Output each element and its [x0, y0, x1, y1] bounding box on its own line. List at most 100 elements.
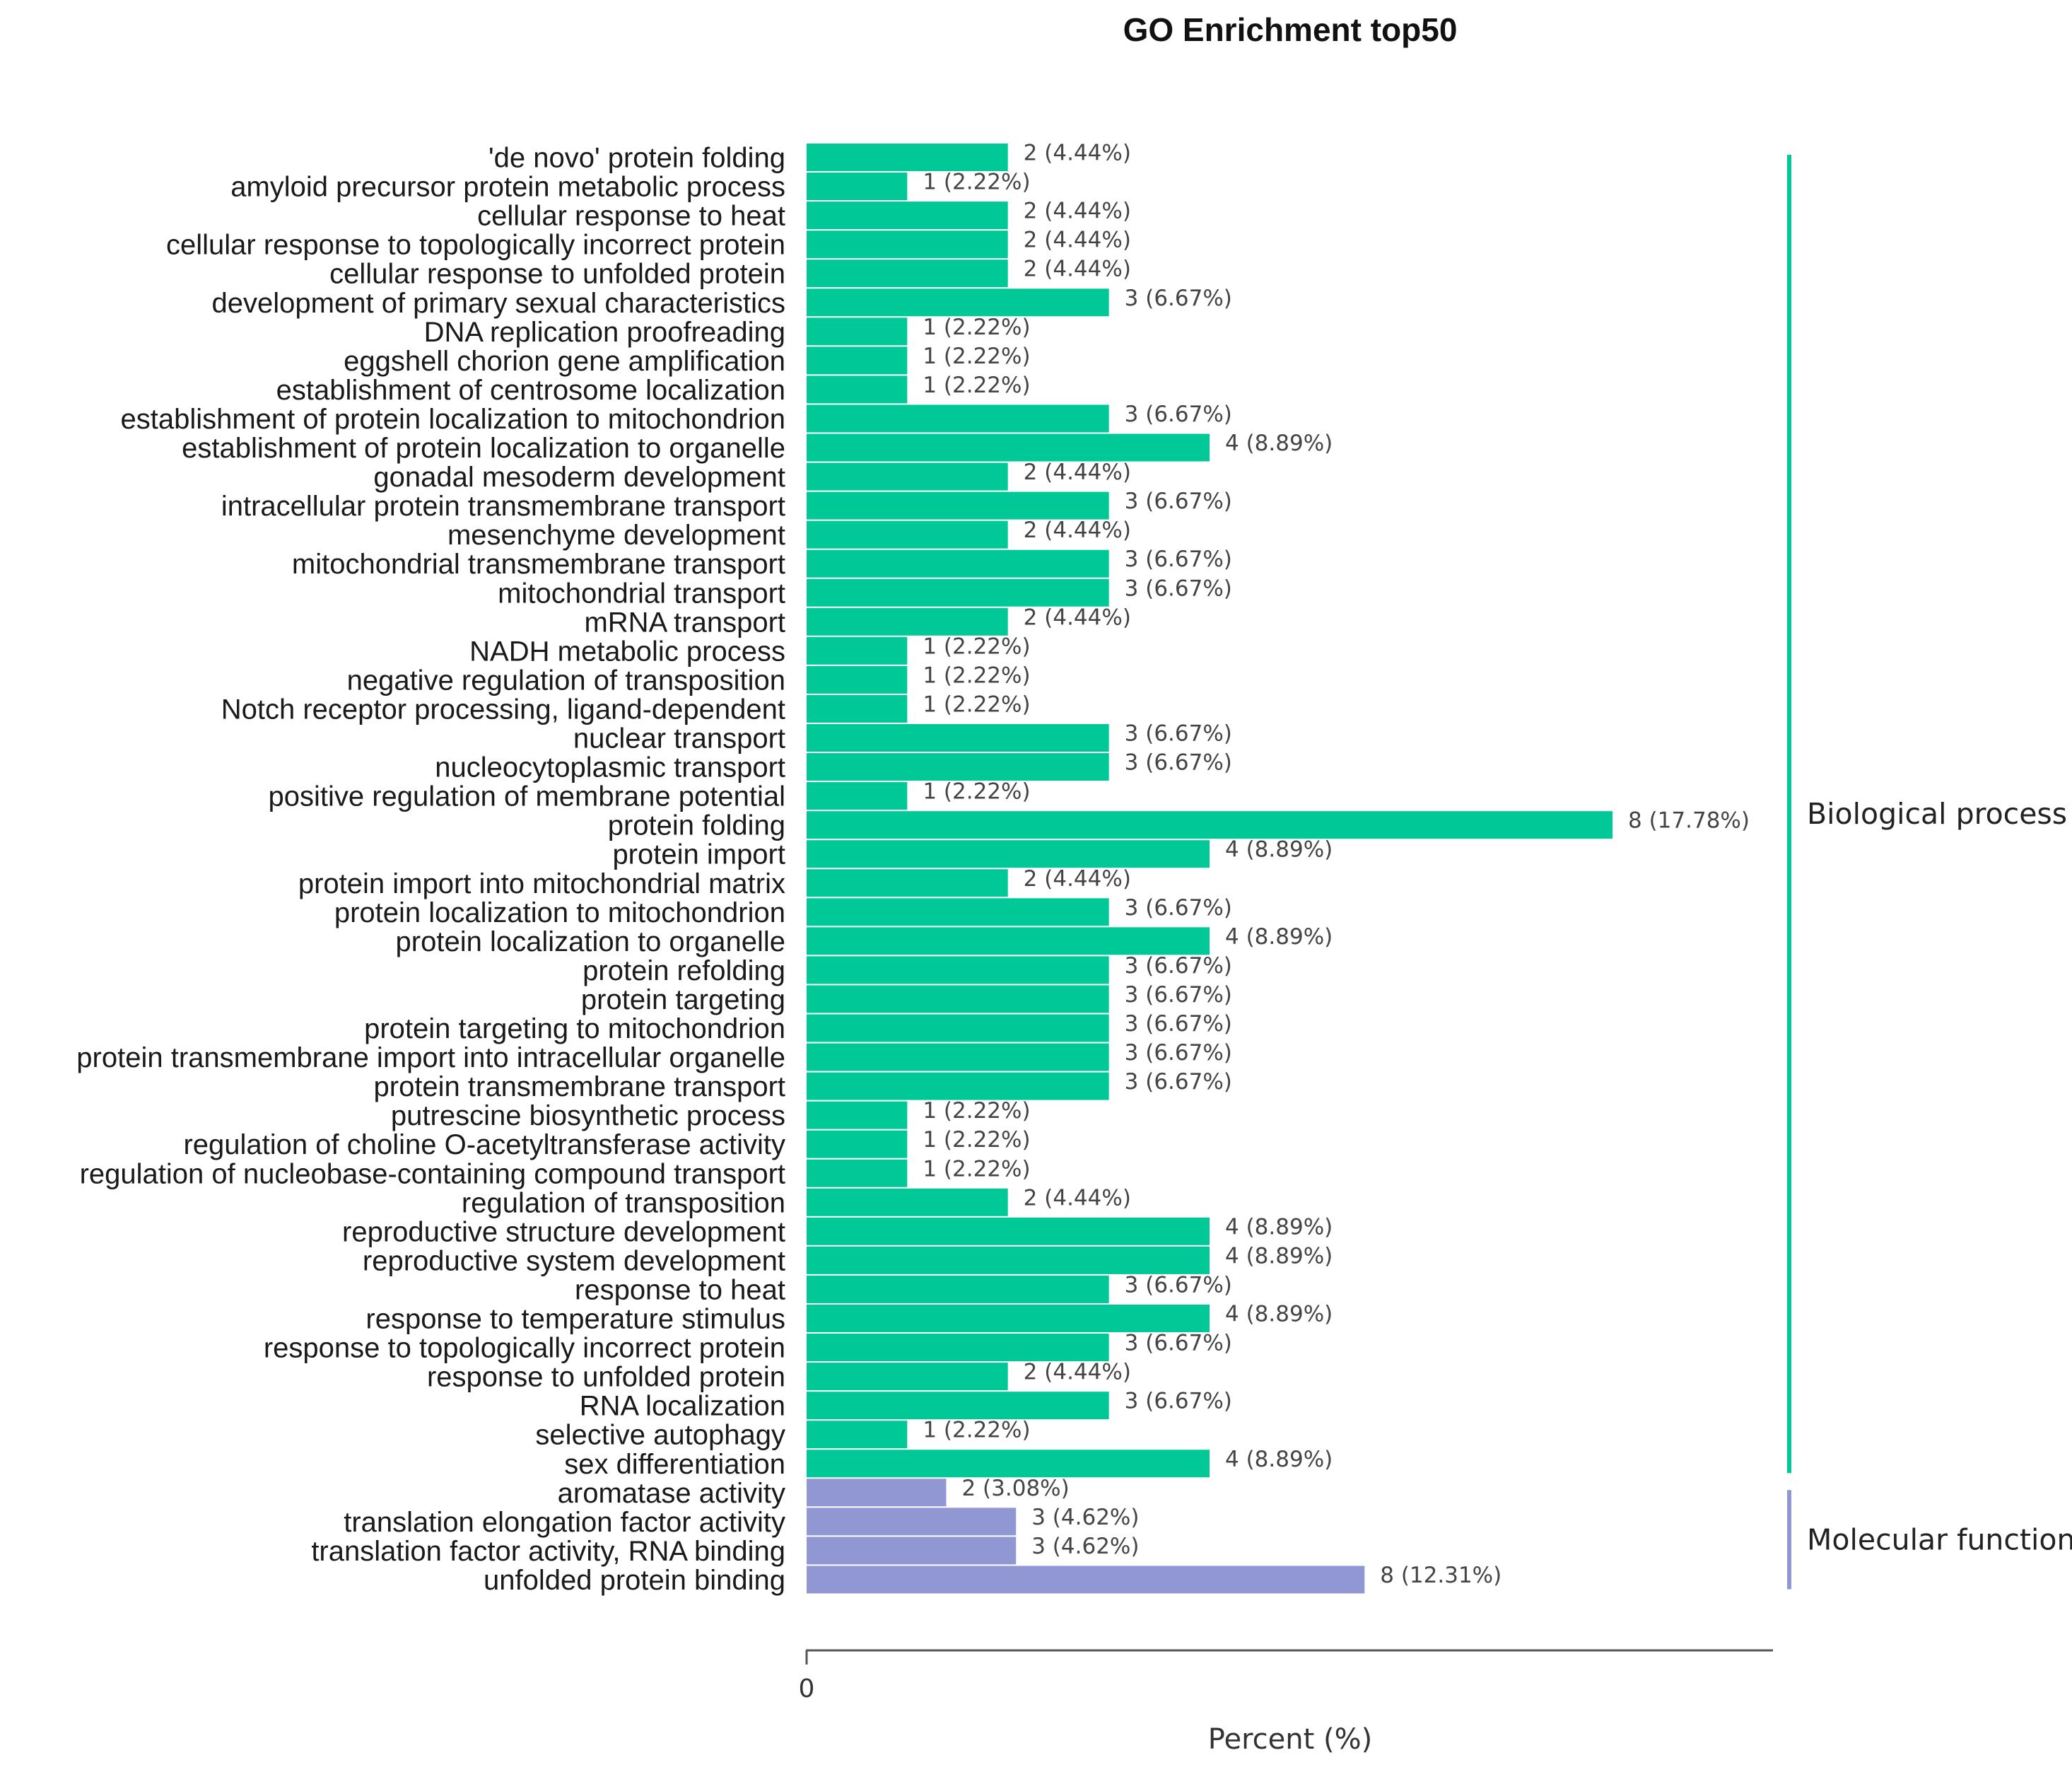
bar — [807, 1101, 908, 1129]
value-label: 1 (2.22%) — [923, 779, 1030, 805]
term-label: negative regulation of transposition — [347, 665, 785, 696]
bar — [807, 1130, 908, 1158]
term-label: protein transmembrane transport — [374, 1071, 786, 1102]
term-label: regulation of nucleobase-containing comp… — [80, 1158, 785, 1189]
bars-layer — [807, 144, 1612, 1594]
bar — [807, 1450, 1210, 1478]
term-label: mesenchyme development — [447, 520, 785, 551]
bar — [807, 462, 1008, 491]
bar — [807, 1043, 1109, 1071]
value-label: 3 (6.67%) — [1125, 953, 1232, 979]
bar — [807, 202, 1008, 230]
term-label: regulation of transposition — [462, 1187, 785, 1218]
term-label: response to temperature stimulus — [365, 1304, 785, 1335]
value-label: 3 (6.67%) — [1125, 895, 1232, 921]
term-label: aromatase activity — [558, 1478, 785, 1509]
bar — [807, 782, 908, 810]
term-label: protein refolding — [583, 955, 785, 986]
term-label: reproductive system development — [363, 1245, 785, 1276]
term-label: protein targeting to mitochondrion — [364, 1013, 785, 1044]
group-label: Biological process — [1807, 797, 2067, 831]
bar — [807, 231, 1008, 259]
value-label: 3 (4.62%) — [1031, 1534, 1139, 1559]
x-tick-label: 0 — [799, 1674, 815, 1703]
term-label: cellular response to unfolded protein — [329, 259, 785, 290]
chart-title: GO Enrichment top50 — [1123, 11, 1458, 48]
bar — [807, 317, 908, 346]
value-label: 8 (17.78%) — [1628, 808, 1750, 834]
bar — [807, 1363, 1008, 1391]
term-label: mRNA transport — [584, 607, 785, 638]
bar — [807, 375, 908, 404]
value-label: 4 (8.89%) — [1225, 924, 1333, 950]
term-label: putrescine biosynthetic process — [391, 1100, 785, 1131]
term-label: establishment of centrosome localization — [276, 375, 785, 406]
bar — [807, 1014, 1109, 1042]
bar — [807, 433, 1210, 462]
value-label: 3 (6.67%) — [1125, 1331, 1232, 1356]
bar — [807, 724, 1109, 752]
bar — [807, 549, 1109, 578]
value-label: 3 (6.67%) — [1125, 402, 1232, 427]
group-brackets-layer: Biological process Molecular function — [1787, 155, 2072, 1590]
bar — [807, 985, 1109, 1013]
value-label: 2 (4.44%) — [1024, 1360, 1131, 1385]
bar — [807, 694, 908, 723]
value-label: 4 (8.89%) — [1225, 1214, 1333, 1240]
bar — [807, 1421, 908, 1449]
value-label: 1 (2.22%) — [923, 692, 1030, 717]
bar — [807, 636, 908, 665]
term-label: mitochondrial transport — [498, 578, 785, 609]
value-labels-layer: 2 (4.44%) 1 (2.22%) 2 (4.44%) 2 (4.44%) 2 (4… — [923, 141, 1750, 1588]
value-label: 2 (4.44%) — [1024, 866, 1131, 892]
value-label: 1 (2.22%) — [923, 663, 1030, 688]
bar — [807, 1508, 1017, 1536]
bar — [807, 578, 1109, 607]
term-label: protein folding — [608, 810, 785, 841]
bar — [807, 840, 1210, 868]
bar — [807, 665, 908, 694]
value-label: 4 (8.89%) — [1225, 1243, 1333, 1269]
term-label: protein transmembrane import into intrac… — [76, 1042, 785, 1073]
value-label: 1 (2.22%) — [923, 315, 1030, 340]
term-label: eggshell chorion gene amplification — [344, 346, 785, 377]
bar — [807, 1072, 1109, 1100]
term-label: gonadal mesoderm development — [373, 462, 785, 493]
term-label: Notch receptor processing, ligand-depend… — [221, 694, 785, 725]
group-label: Molecular function — [1807, 1522, 2072, 1556]
term-label: amyloid precursor protein metabolic proc… — [230, 172, 785, 203]
value-label: 3 (6.67%) — [1125, 547, 1232, 572]
term-label: translation elongation factor activity — [344, 1507, 785, 1538]
value-label: 3 (6.67%) — [1125, 576, 1232, 601]
term-label: positive regulation of membrane potentia… — [268, 781, 785, 812]
value-label: 4 (8.89%) — [1225, 1447, 1333, 1472]
bar — [807, 927, 1210, 955]
term-label: regulation of choline O-acetyltransferas… — [183, 1129, 785, 1160]
bar — [807, 1566, 1365, 1594]
term-label: unfolded protein binding — [484, 1565, 785, 1596]
value-label: 3 (6.67%) — [1125, 982, 1232, 1008]
term-label: response to unfolded protein — [427, 1362, 785, 1393]
term-label: response to heat — [575, 1274, 785, 1305]
term-label: development of primary sexual characteri… — [212, 288, 785, 319]
value-label: 2 (4.44%) — [1024, 460, 1131, 485]
term-label: protein targeting — [581, 984, 785, 1015]
value-label: 3 (6.67%) — [1125, 750, 1232, 776]
value-label: 2 (4.44%) — [1024, 199, 1131, 224]
bar — [807, 1305, 1210, 1332]
term-label: sex differentiation — [564, 1449, 785, 1480]
value-label: 4 (8.89%) — [1225, 431, 1333, 456]
bar — [807, 260, 1008, 288]
bar — [807, 869, 1008, 897]
bar — [807, 491, 1109, 520]
term-label: translation factor activity, RNA binding — [311, 1536, 785, 1567]
bar — [807, 1537, 1017, 1565]
bar — [807, 173, 908, 201]
bar — [807, 520, 1008, 549]
bar — [807, 346, 908, 375]
value-label: 4 (8.89%) — [1225, 1302, 1333, 1327]
bar — [807, 811, 1612, 839]
value-label: 3 (6.67%) — [1125, 1011, 1232, 1037]
bar — [807, 288, 1109, 317]
term-label: response to topologically incorrect prot… — [264, 1333, 785, 1364]
